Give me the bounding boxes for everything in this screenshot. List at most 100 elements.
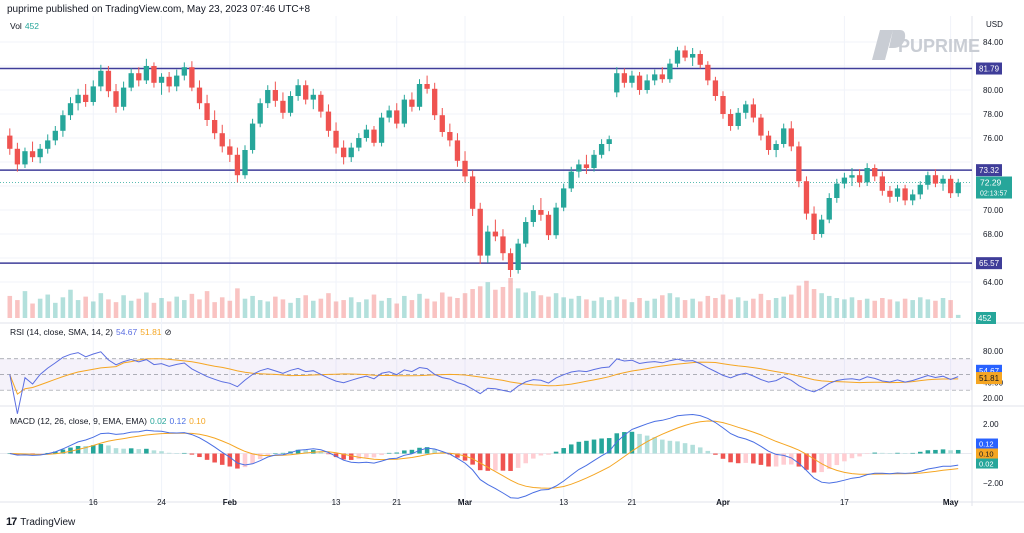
eye-icon[interactable]: ⊘ [164, 327, 172, 337]
macd-hist-bar [895, 452, 900, 454]
macd-hist-bar [60, 449, 66, 454]
candle-body [158, 76, 165, 83]
volume-bar [424, 298, 430, 318]
rsi-legend: RSI (14, close, SMA, 14, 2) 54.67 51.81 ⊘ [10, 327, 172, 338]
volume-bar [811, 289, 817, 318]
candle-body [606, 139, 612, 144]
tradingview-footer[interactable]: 17 TradingView [6, 516, 75, 528]
macd-hist-bar [591, 439, 597, 454]
candle-body [697, 54, 703, 65]
currency-label: USD [986, 20, 1003, 29]
volume-bar [728, 299, 733, 318]
macd-hist-bar [212, 453, 217, 463]
candle-body [811, 213, 817, 234]
candle-body [7, 135, 13, 149]
rsi-ma-badge [976, 372, 1002, 385]
rsi-value: 54.67 [115, 327, 138, 337]
volume-bar [834, 298, 840, 318]
macd-hist-bar [880, 452, 885, 454]
time-tick-label: 21 [392, 498, 401, 507]
candle-body [174, 75, 180, 87]
volume-bar [174, 296, 179, 318]
candle-body [280, 100, 286, 113]
macd-hist-bar [273, 453, 278, 454]
candle-body [363, 129, 370, 138]
volume-bar [455, 298, 460, 318]
level-badge-label: 81.79 [979, 65, 1000, 74]
macd-hist-bar [826, 453, 832, 470]
macd-hist-bar [675, 441, 680, 454]
candle-body [894, 188, 901, 197]
candle-body [22, 151, 28, 165]
volume-bar [500, 286, 506, 318]
volume-bar [432, 301, 437, 318]
macd-hist-bar [910, 452, 915, 454]
macd-hist-bar [197, 453, 202, 458]
volume-bar [955, 314, 961, 318]
candle-body [674, 50, 681, 64]
volume-bar [705, 295, 711, 318]
candle-body [371, 129, 377, 143]
volume-bar [940, 298, 946, 318]
volume-bar [113, 302, 119, 318]
volume-bar [948, 300, 953, 318]
macd-hist-bar [561, 448, 566, 454]
candle-body [788, 128, 794, 147]
volume-bar [371, 294, 377, 318]
volume-bar [849, 297, 855, 318]
macd-hist-bar [781, 453, 786, 465]
macd-hist-bar [849, 453, 855, 459]
volume-bar [341, 300, 346, 318]
volume-bar [758, 293, 764, 318]
volume-bar [546, 296, 551, 318]
volume-bar [917, 297, 923, 318]
macd-hist-bar [356, 453, 362, 460]
candle-body [598, 144, 605, 155]
macd-hist-bar [136, 449, 142, 454]
candle-body [447, 132, 453, 141]
candle-body [773, 144, 779, 150]
volume-bar [766, 300, 771, 318]
volume-bar [288, 302, 293, 318]
candle-body [394, 110, 400, 124]
macd-hist-bar [515, 453, 521, 468]
candle-body [386, 110, 392, 118]
tradingview-logo-icon: 17 [6, 516, 17, 528]
candle-body [803, 181, 810, 214]
macd-hist-bar [265, 453, 271, 455]
volume-bar [902, 298, 908, 318]
candle-body [469, 176, 476, 209]
candle-body [477, 208, 483, 256]
volume-bar [477, 286, 483, 318]
candle-body [667, 63, 673, 80]
candle-body [887, 190, 893, 197]
candle-body [14, 148, 21, 165]
macd-hist-bar [842, 453, 847, 462]
volume-bar [773, 298, 779, 318]
candle-body [826, 198, 832, 220]
volume-bar [637, 298, 642, 318]
time-tick-label: 16 [89, 498, 98, 507]
macd-badge [976, 438, 998, 449]
volume-bar [735, 297, 741, 318]
volume-bar [819, 293, 824, 318]
candle-body [720, 96, 726, 114]
time-tick-label: 13 [332, 498, 341, 507]
volume-bar [98, 293, 104, 318]
volume-bar [690, 298, 695, 318]
candle-body [750, 104, 757, 118]
macd-hist-bar [766, 453, 771, 467]
macd-hist-bar [106, 445, 111, 454]
candle-body [227, 146, 233, 155]
volume-bar [804, 280, 809, 318]
candle-body [652, 74, 658, 81]
price-tick-label: 68.00 [983, 230, 1004, 239]
candle-body [211, 120, 218, 134]
macd-hist-bar [614, 433, 620, 454]
volume-bar [15, 300, 20, 318]
volume-bar [660, 295, 665, 318]
candle-body [932, 175, 939, 184]
macd-hist-bar [432, 449, 437, 454]
candle-body [659, 74, 665, 80]
